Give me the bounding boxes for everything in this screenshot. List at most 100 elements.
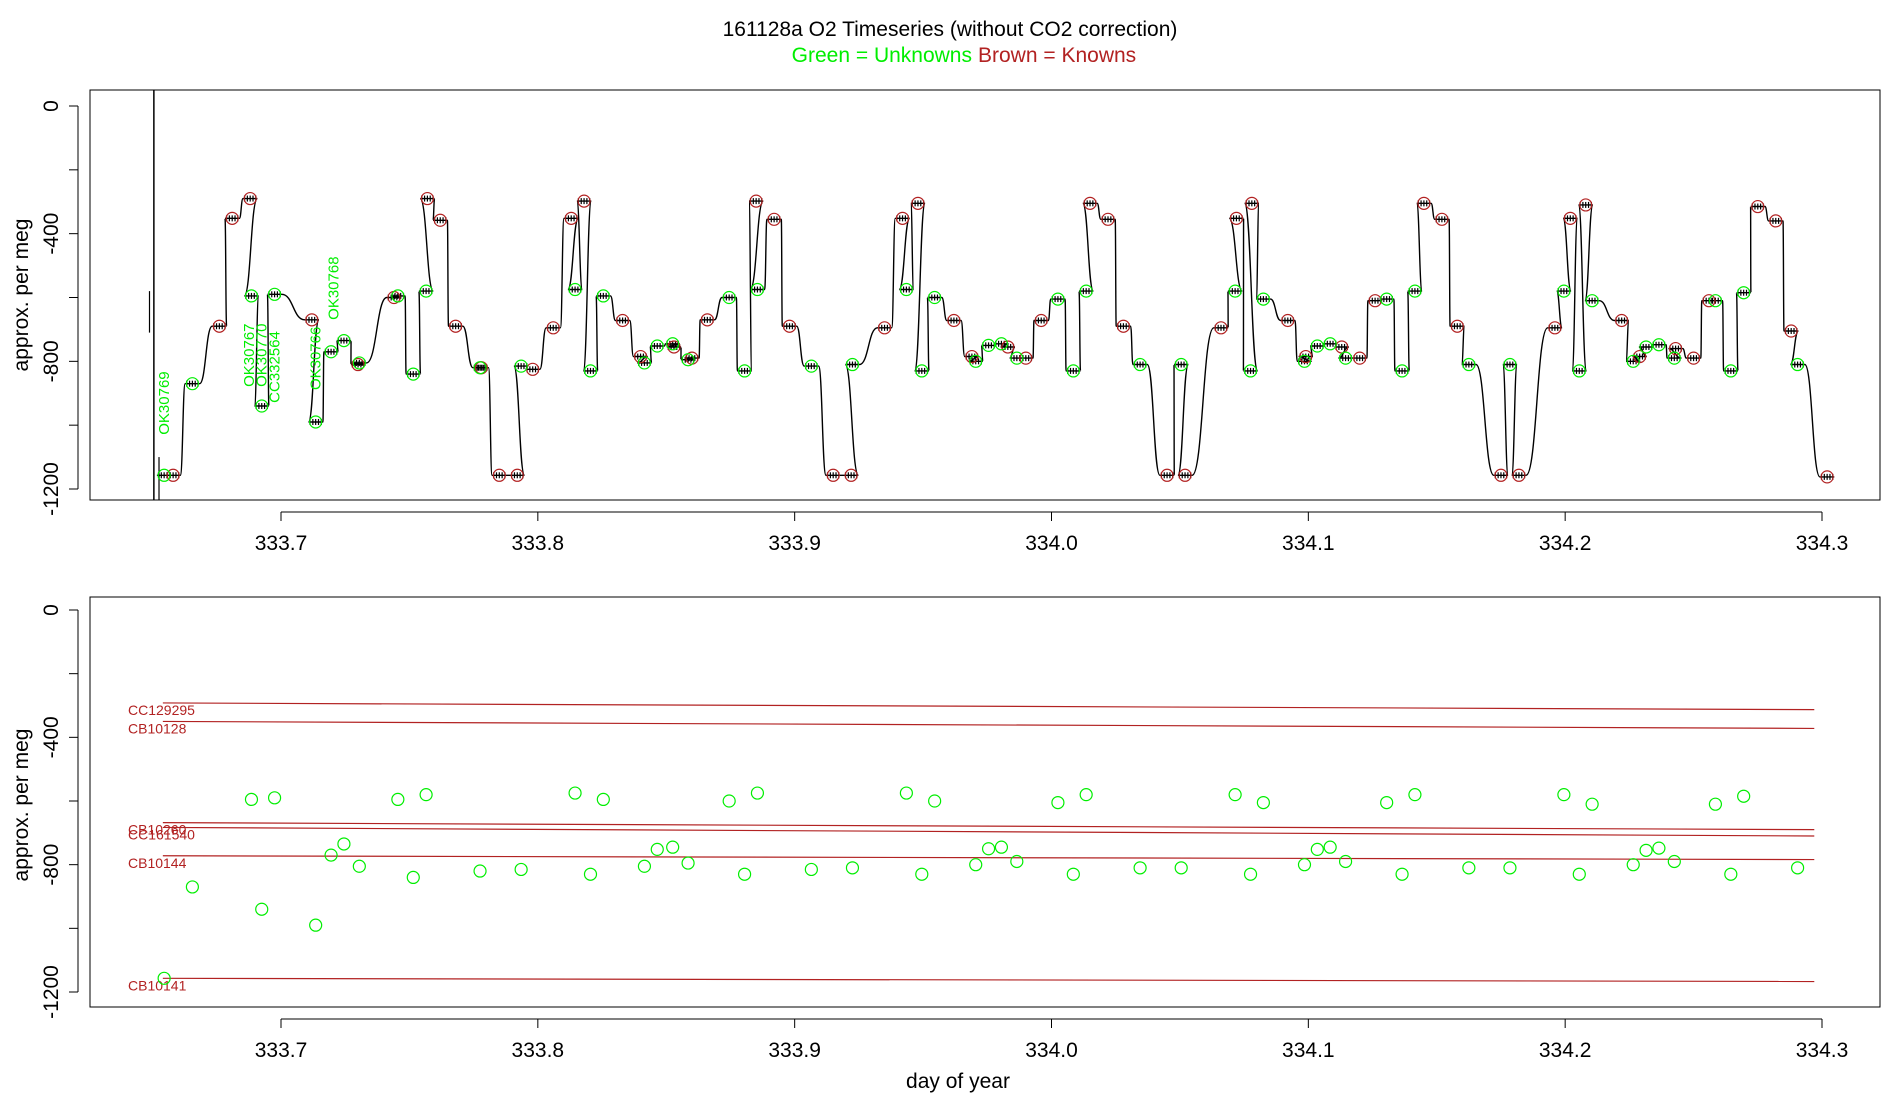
unknown-point <box>244 792 259 807</box>
known-point <box>1281 313 1295 328</box>
sample-annotation: OK30770 <box>254 323 271 386</box>
unknown-point <box>1228 284 1242 298</box>
known-point <box>826 468 840 482</box>
known-point <box>1669 341 1683 356</box>
unknown-point <box>650 339 664 353</box>
unknown-point <box>1626 354 1640 368</box>
x-tick-label: 334.2 <box>1539 1039 1592 1062</box>
known-point <box>844 468 858 482</box>
unknown-point <box>1724 364 1738 378</box>
unknown-point <box>391 289 405 303</box>
unknown-point <box>994 840 1009 854</box>
unknown-point <box>737 867 752 881</box>
y-tick-label: -800 <box>40 844 63 886</box>
unknown-point <box>1133 357 1147 372</box>
unknown-point <box>1737 789 1751 803</box>
unknown-point <box>324 848 338 862</box>
unknown-point <box>1408 788 1422 802</box>
unknown-point <box>981 842 996 856</box>
unknown-point <box>1079 788 1093 802</box>
unknown-point <box>157 468 171 482</box>
known-point <box>1001 340 1015 354</box>
unknown-point <box>514 862 528 877</box>
known-point <box>1019 351 1033 365</box>
unknown-point <box>337 333 351 348</box>
known-point <box>1245 196 1259 210</box>
unknown-point <box>1395 867 1409 881</box>
unknown-point <box>255 902 269 916</box>
unknown-point <box>1557 284 1571 298</box>
unknown-point <box>737 364 752 378</box>
unknown-point <box>255 399 269 413</box>
reference-line <box>162 977 1815 983</box>
known-point <box>1034 313 1048 328</box>
known-point <box>911 196 925 210</box>
known-point <box>895 211 910 225</box>
unknown-point <box>406 870 420 885</box>
unknown-point <box>1652 338 1666 352</box>
unknown-point <box>1380 292 1394 306</box>
unknown-point <box>1256 795 1270 810</box>
unknown-point <box>1557 788 1571 802</box>
known-point <box>749 194 763 208</box>
known-point <box>1686 351 1701 365</box>
known-point <box>1083 196 1097 210</box>
o2-timeseries-line <box>156 197 1835 478</box>
known-point <box>166 468 180 482</box>
known-point <box>1563 211 1577 225</box>
unknown-point <box>1051 795 1065 810</box>
y-tick-label: -1200 <box>40 462 63 516</box>
x-tick-label: 334.0 <box>1025 1039 1078 1062</box>
unknown-point <box>1639 843 1653 857</box>
known-point <box>767 212 781 226</box>
known-point <box>212 319 226 333</box>
known-point <box>1353 351 1367 365</box>
unknown-point <box>1066 867 1080 881</box>
known-point <box>1615 313 1629 328</box>
known-point <box>1512 468 1526 482</box>
top-axes: 333.7 333.8 333.9 334.0 334.1 334.2 334.3 0 -400… <box>40 100 1848 555</box>
x-axis-label: day of year <box>906 1070 1010 1093</box>
known-point <box>420 191 434 206</box>
unknown-point <box>981 338 996 352</box>
known-point <box>877 321 892 335</box>
unknown-point <box>157 971 171 985</box>
unknown-point <box>845 357 860 372</box>
unknown-point <box>1503 357 1517 372</box>
known-point <box>351 357 365 372</box>
unknown-point <box>969 354 983 368</box>
y-tick-label: -1200 <box>40 965 63 1019</box>
unknown-point <box>568 786 582 800</box>
unknown-point <box>1079 284 1093 298</box>
sample-annotation: OK30766 <box>308 327 325 390</box>
unknown-point <box>1228 788 1242 802</box>
top-y-axis-label: approx. per meg <box>10 219 33 372</box>
unknown-point <box>1572 867 1586 881</box>
unknown-point <box>1338 854 1353 869</box>
unknown-point <box>1323 840 1337 854</box>
unknown-point <box>804 862 818 877</box>
unknown-point <box>722 290 736 305</box>
reference-label: CC161540 <box>128 826 195 842</box>
sample-annotation: CC332564 <box>267 331 284 403</box>
unknown-point <box>722 794 736 808</box>
unknown-point <box>1243 867 1258 881</box>
legend-green-label: Green = Unknowns <box>792 44 972 67</box>
unknown-point <box>928 290 942 305</box>
known-point <box>243 191 257 206</box>
x-tick-label: 334.1 <box>1282 532 1335 555</box>
figure-title: 161128a O2 Timeseries (without CO2 corre… <box>723 18 1178 41</box>
x-tick-label: 334.1 <box>1282 1039 1335 1062</box>
unknown-point <box>1585 797 1599 811</box>
reference-label: CC129295 <box>128 702 195 718</box>
unknown-point <box>1310 842 1324 856</box>
unknown-point <box>596 792 610 807</box>
reference-line <box>162 702 1815 711</box>
x-tick-label: 334.2 <box>1539 532 1592 555</box>
unknown-point <box>1462 357 1476 372</box>
unknown-point <box>1243 364 1258 378</box>
unknown-point <box>637 859 652 873</box>
reference-line <box>162 822 1815 831</box>
